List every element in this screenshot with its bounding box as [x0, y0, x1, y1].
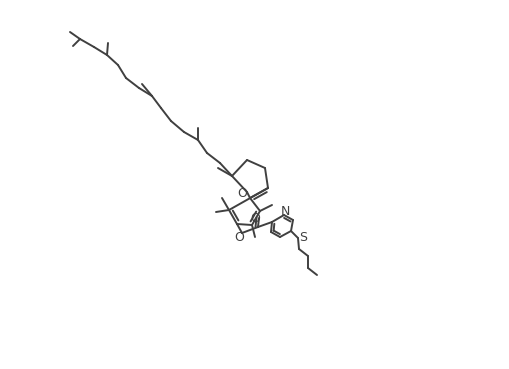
Text: O: O [250, 211, 260, 224]
Text: O: O [237, 186, 247, 200]
Text: O: O [234, 231, 244, 244]
Text: S: S [299, 231, 307, 244]
Text: N: N [280, 204, 290, 217]
